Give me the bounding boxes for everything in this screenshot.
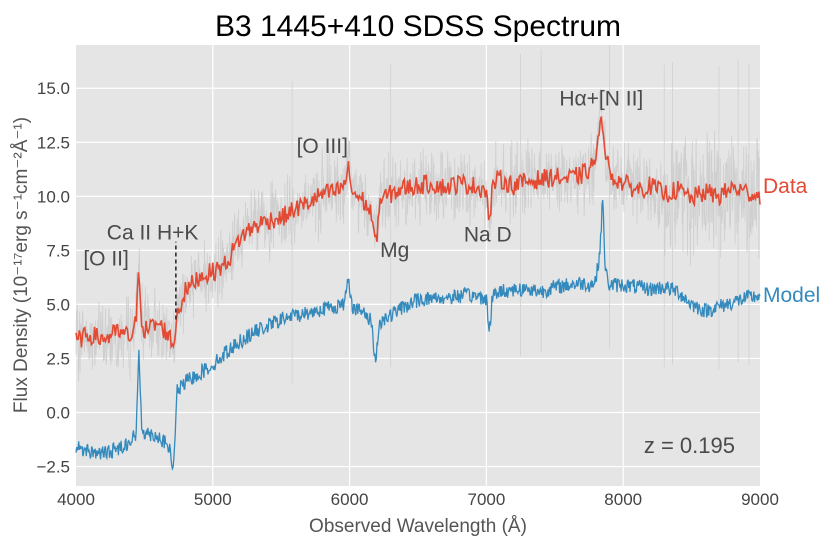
line-annotation: Hα+[N II]: [559, 88, 643, 111]
data-series-line: [75, 116, 761, 350]
legend-model-label: Model: [763, 284, 820, 307]
y-tick-label: 5.0: [46, 295, 70, 314]
y-tick-label: −2.5: [36, 458, 70, 477]
x-tick-labels: 4000 5000 6000 7000 8000 9000: [57, 490, 779, 509]
line-annotation: Mg: [380, 239, 409, 262]
y-tick-label: 15.0: [37, 79, 70, 98]
line-annotations: [O II] Ca II H+K [O III] Mg Na D Hα+[N II]: [83, 88, 643, 271]
y-tick-label: 0.0: [46, 404, 70, 423]
x-tick-label: 4000: [57, 490, 95, 509]
line-annotation: [O II]: [83, 248, 129, 271]
raw-spectrum-noise: [75, 45, 761, 384]
y-tick-label: 12.5: [37, 133, 70, 152]
x-axis-label: Observed Wavelength (Å): [309, 516, 527, 537]
legend-data-label: Data: [763, 175, 808, 198]
y-axis-label: Flux Density (10⁻¹⁷erg s⁻¹cm⁻²Å⁻¹): [11, 117, 32, 413]
x-tick-label: 9000: [741, 490, 779, 509]
model-series-line: [75, 199, 761, 472]
line-annotation: Na D: [464, 224, 512, 247]
x-tick-label: 5000: [194, 490, 232, 509]
chart-title: B3 1445+410 SDSS Spectrum: [215, 10, 621, 43]
y-tick-label: 7.5: [46, 241, 70, 260]
y-tick-label: 10.0: [37, 187, 70, 206]
line-annotation: [O III]: [297, 135, 348, 158]
x-tick-label: 6000: [331, 490, 369, 509]
y-tick-label: 2.5: [46, 349, 70, 368]
y-tick-labels: −2.5 0.0 2.5 5.0 7.5 10.0 12.5 15.0: [36, 79, 70, 476]
noise-trace: [75, 88, 761, 382]
redshift-label: z = 0.195: [644, 433, 735, 458]
line-annotation: Ca II H+K: [107, 222, 199, 245]
plot-area: [76, 45, 760, 486]
grid-lines: [76, 45, 760, 486]
x-tick-label: 7000: [467, 490, 505, 509]
x-tick-label: 8000: [604, 490, 642, 509]
